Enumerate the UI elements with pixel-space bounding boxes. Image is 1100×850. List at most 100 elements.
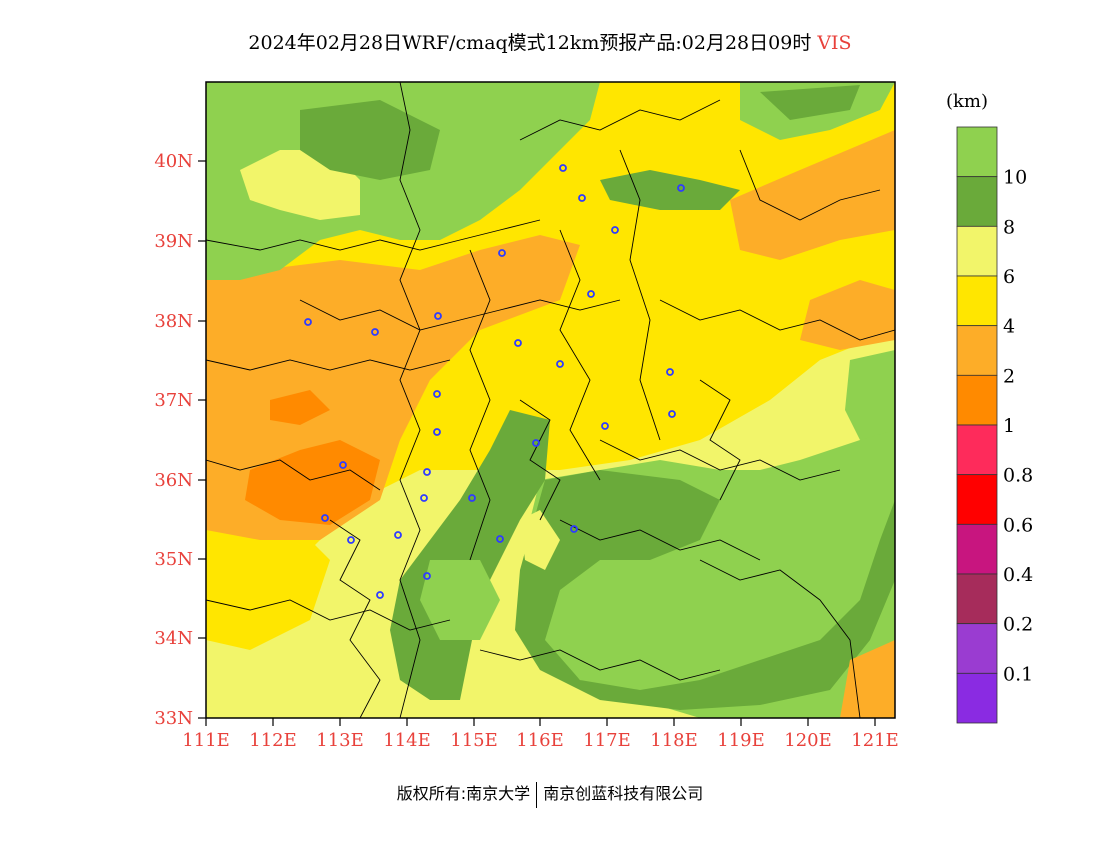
city-marker [433, 428, 441, 436]
colorbar-label: 0.8 [1003, 465, 1033, 487]
colorbar-swatch [956, 523, 998, 575]
zone-2-4-northeast [730, 130, 895, 260]
colorbar-swatch [956, 424, 998, 476]
colorbar-labels: 10 8 6 4 2 1 0.8 0.6 0.4 0.2 0.1 [1003, 167, 1033, 686]
lon-label: 116E [516, 730, 564, 751]
lon-label: 117E [583, 730, 631, 751]
zone-8-10-ring [515, 470, 895, 710]
lat-label: 37N [154, 390, 193, 411]
city-marker [611, 226, 619, 234]
city-marker [514, 339, 522, 347]
lat-label: 34N [154, 628, 193, 649]
lon-label: 111E [182, 730, 230, 751]
colorbar-label: 0.1 [1003, 663, 1033, 685]
city-marker [532, 439, 540, 447]
city-marker [666, 368, 674, 376]
lon-label: 112E [249, 730, 297, 751]
zone-8-10-hebei [600, 170, 740, 210]
city-marker [339, 461, 347, 469]
copyright-right: 南京创蓝科技有限公司 [543, 784, 704, 803]
colorbar-label: 0.2 [1003, 614, 1033, 636]
city-marker [587, 290, 595, 298]
city-marker [559, 164, 567, 172]
colorbar-swatch [956, 126, 998, 178]
lat-ticks [198, 160, 206, 719]
colorbar-swatch [956, 374, 998, 426]
lon-labels: 111E 112E 113E 114E 115E 116E 117E 118E … [182, 730, 899, 751]
lon-label: 115E [450, 730, 498, 751]
city-marker [668, 410, 676, 418]
city-marker [420, 494, 428, 502]
zone-8-10-north [300, 100, 440, 180]
city-marker [321, 514, 329, 522]
map-title: 2024年02月28日WRF/cmaq模式12km预报产品:02月28日09时 V… [0, 28, 1100, 55]
colorbar-swatch [956, 225, 998, 277]
city-marker [468, 494, 476, 502]
city-marker [570, 525, 578, 533]
lon-label: 113E [316, 730, 364, 751]
colorbar-label: 0.6 [1003, 514, 1033, 536]
city-marker [556, 360, 564, 368]
zone-gt10-central [420, 560, 500, 640]
zone-2-4-southeast [840, 640, 895, 718]
zone-gt10-coast [845, 350, 895, 440]
colorbar-swatch [956, 474, 998, 525]
city-marker [433, 390, 441, 398]
colorbar-swatch [956, 275, 998, 327]
lon-label: 120E [784, 730, 832, 751]
city-marker [371, 328, 379, 336]
lat-labels: 40N 39N 38N 37N 36N 35N 34N 33N [154, 151, 193, 729]
colorbar-label: 10 [1003, 167, 1027, 189]
colorbar-swatch [956, 623, 998, 674]
lat-label: 33N [154, 708, 193, 729]
city-marker [423, 572, 431, 580]
city-marker [347, 536, 355, 544]
lon-label: 119E [717, 730, 765, 751]
city-marker [304, 318, 312, 326]
footer-separator [536, 781, 538, 808]
city-marker [434, 312, 442, 320]
city-marker [376, 591, 384, 599]
colorbar-label: 6 [1003, 266, 1015, 288]
colorbar-label: 8 [1003, 216, 1015, 238]
lat-label: 39N [154, 231, 193, 252]
zone-8-10-central [390, 410, 550, 700]
city-marker [423, 468, 431, 476]
city-marker [498, 249, 506, 257]
admin-boundaries [206, 82, 895, 718]
title-variable: VIS [817, 32, 852, 54]
lon-ticks [205, 718, 876, 726]
colorbar-label: 4 [1003, 316, 1015, 338]
copyright-footer: 版权所有:南京大学 南京创蓝科技有限公司 [0, 780, 1100, 808]
city-marker [394, 531, 402, 539]
lat-label: 36N [154, 470, 193, 491]
lat-label: 35N [154, 549, 193, 570]
copyright-left: 版权所有:南京大学 [396, 784, 531, 803]
city-marker [496, 535, 504, 543]
lon-label: 118E [650, 730, 698, 751]
city-markers [304, 164, 685, 599]
colorbar-swatch [956, 176, 998, 227]
colorbar-swatch [956, 672, 998, 724]
zone-2-4-east [800, 280, 895, 350]
zone-8-10-northeast [760, 85, 860, 120]
colorbar-label: 2 [1003, 365, 1015, 387]
lon-label: 114E [383, 730, 431, 751]
visibility-field [206, 82, 895, 718]
city-marker [601, 422, 609, 430]
colorbar [956, 126, 998, 724]
lat-label: 38N [154, 311, 193, 332]
zone-1-2-core [245, 440, 380, 525]
colorbar-unit: (km) [946, 91, 988, 112]
zone-6-8-gap [520, 510, 560, 570]
colorbar-swatch [956, 325, 998, 376]
zone-4-6-south [206, 520, 330, 650]
city-marker [677, 184, 685, 192]
colorbar-label: 0.4 [1003, 564, 1033, 586]
city-marker [578, 194, 586, 202]
colorbar-label: 1 [1003, 415, 1015, 437]
zone-1-2-patch [270, 390, 330, 425]
lat-label: 40N [154, 151, 193, 172]
title-main: 2024年02月28日WRF/cmaq模式12km预报产品:02月28日09时 [248, 32, 812, 54]
